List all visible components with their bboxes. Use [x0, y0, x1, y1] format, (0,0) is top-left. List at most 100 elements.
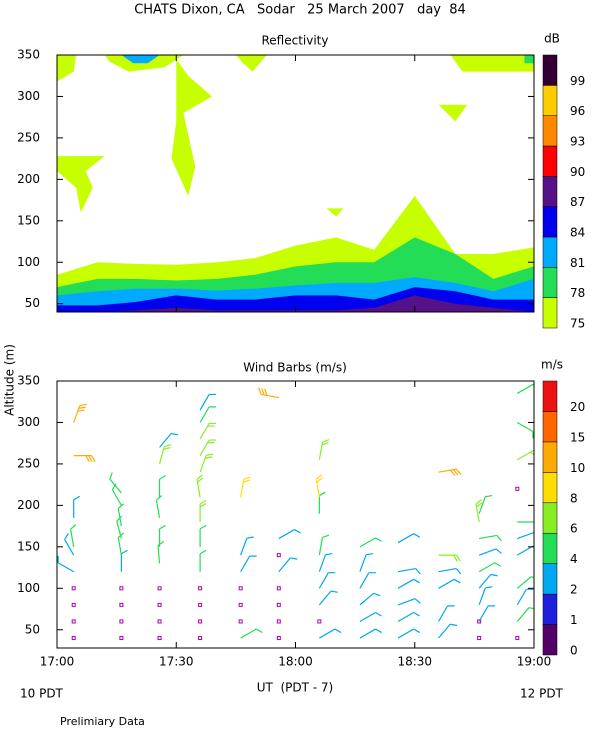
y-tick-label: 200 — [17, 172, 40, 186]
wind-barb — [516, 576, 534, 589]
y-tick-label: 100 — [17, 581, 40, 595]
calm-marker — [198, 636, 203, 641]
colorbar-tick-label: 20 — [570, 400, 585, 414]
panel-title: Wind Barbs (m/s) — [243, 361, 347, 375]
contour-patch — [450, 55, 534, 72]
wind-barb — [517, 421, 534, 439]
wind-barb — [117, 503, 125, 527]
colorbar-band — [542, 267, 558, 298]
colorbar-tick-label: 6 — [570, 522, 578, 536]
wind-barb — [57, 555, 74, 573]
wind-barb — [475, 499, 483, 523]
local-start-label: 10 PDT — [20, 687, 64, 701]
calm-marker — [71, 619, 76, 624]
wind-barb — [199, 499, 207, 522]
calm-marker — [119, 602, 124, 607]
colorbar-tick-label: 75 — [570, 317, 585, 331]
wind-barb — [517, 450, 534, 461]
y-tick-label: 50 — [25, 296, 40, 310]
calm-marker — [157, 619, 162, 624]
plot-area — [57, 55, 534, 312]
colorbar-band — [542, 532, 558, 564]
wind-barb — [359, 611, 382, 622]
calm-marker — [276, 553, 281, 558]
calm-marker — [276, 619, 281, 624]
wind-barb — [478, 586, 493, 606]
wind-barb — [478, 562, 502, 573]
calm-marker — [317, 619, 322, 624]
wind-barb — [318, 439, 330, 460]
wind-barb — [196, 474, 204, 498]
wind-barb — [397, 578, 421, 589]
wind-barb — [517, 531, 534, 540]
calm-marker — [515, 486, 520, 491]
wind-barb — [397, 598, 421, 606]
colorbar-band — [542, 85, 558, 116]
wind-barb — [359, 572, 376, 589]
calm-marker — [515, 636, 520, 641]
wind-barb — [359, 552, 374, 572]
colorbar-tick-label: 99 — [570, 74, 585, 88]
wind-barb — [240, 555, 257, 573]
wind-barb — [64, 533, 75, 556]
calm-marker — [238, 586, 243, 591]
calm-marker — [238, 619, 243, 624]
wind-barb — [359, 628, 382, 639]
wind-barb — [318, 491, 326, 514]
wind-barb — [116, 515, 123, 539]
wind-barb — [318, 590, 338, 606]
wind-barb — [278, 557, 298, 573]
colorbar-tick-label: 81 — [570, 256, 585, 270]
calm-marker — [198, 619, 203, 624]
calm-marker — [477, 619, 482, 624]
x-tick-label: 18:00 — [278, 655, 313, 669]
wind-barb — [359, 537, 382, 548]
calm-marker — [477, 636, 482, 641]
calm-marker — [276, 602, 281, 607]
wind-barb — [258, 387, 279, 399]
wind-barb — [199, 453, 214, 473]
colorbar-tick-label: 8 — [570, 491, 578, 505]
contour-patch — [171, 59, 213, 196]
calm-marker — [119, 586, 124, 591]
colorbar-label: dB — [544, 32, 560, 46]
wind-barb — [120, 549, 128, 572]
wind-barb — [73, 403, 87, 423]
wind-barb — [158, 475, 166, 498]
figure-title: CHATS Dixon, CA Sodar 25 March 2007 day … — [134, 3, 466, 18]
contour-patch — [57, 156, 105, 213]
calm-marker — [276, 636, 281, 641]
colorbar-band — [542, 236, 558, 268]
wind-barb — [158, 444, 172, 465]
wind-barb — [199, 549, 207, 572]
colorbar-tick-label: 93 — [570, 135, 585, 149]
wind-barb — [478, 605, 496, 622]
wind-barb — [158, 524, 166, 547]
wind-barb — [199, 439, 217, 456]
colorbar-band — [542, 297, 558, 329]
wind-barb — [199, 524, 207, 547]
colorbar-band — [542, 441, 558, 473]
calm-marker — [71, 602, 76, 607]
plot-area — [57, 383, 534, 641]
y-tick-label: 300 — [17, 89, 40, 103]
colorbar-tick-label: 0 — [570, 644, 578, 658]
wind-barb — [517, 521, 534, 523]
note: Prelimiary Data — [60, 715, 145, 728]
wind-barb — [109, 472, 122, 494]
wind-barb — [240, 628, 263, 639]
wind-barb — [319, 628, 342, 639]
y-tick-label: 150 — [17, 539, 40, 553]
colorbar-band — [542, 502, 558, 534]
colorbar-band — [542, 593, 558, 625]
calm-marker — [198, 602, 203, 607]
colorbar-label: m/s — [541, 358, 563, 372]
colorbar-tick-label: 90 — [570, 165, 585, 179]
y-tick-label: 350 — [17, 48, 40, 62]
calm-marker — [157, 586, 162, 591]
wind-barb — [155, 495, 163, 518]
wind-barb — [479, 534, 502, 542]
wind-barb — [199, 393, 217, 411]
x-tick-label: 17:30 — [159, 655, 194, 669]
x-axis-label: UT (PDT - 7) — [257, 681, 334, 695]
